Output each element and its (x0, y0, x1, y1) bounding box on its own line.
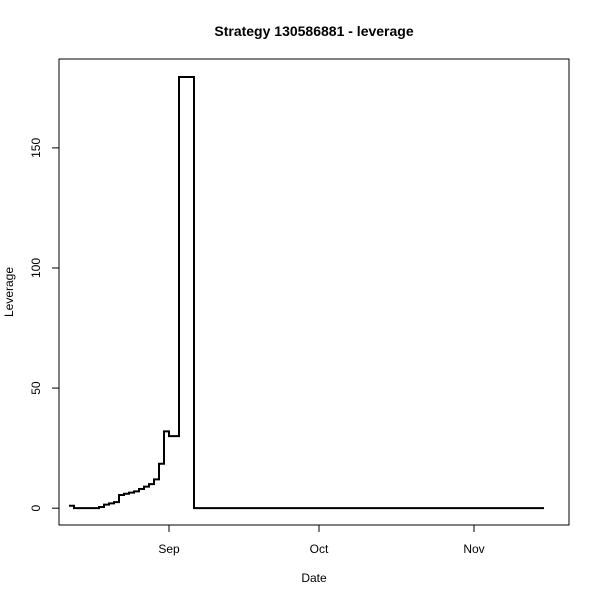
y-axis: 0 50 100 150 (29, 138, 59, 512)
plot-frame (58, 58, 570, 526)
x-axis-label: Date (301, 571, 327, 585)
chart-title: Strategy 130586881 - leverage (214, 23, 413, 39)
x-tick-label: Nov (463, 542, 484, 556)
series-line (69, 76, 544, 510)
y-tick-label: 0 (29, 505, 43, 512)
x-tick-label: Sep (158, 542, 180, 556)
x-tick-label: Oct (310, 542, 329, 556)
y-tick-label: 100 (29, 258, 43, 278)
x-axis: Sep Oct Nov (158, 525, 485, 556)
y-tick-label: 50 (29, 381, 43, 395)
series-layer (69, 76, 544, 510)
y-axis-label: Leverage (2, 267, 16, 317)
y-tick-label: 150 (29, 138, 43, 158)
